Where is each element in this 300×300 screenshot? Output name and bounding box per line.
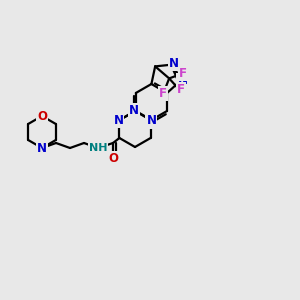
Text: N: N bbox=[177, 74, 188, 88]
Text: N: N bbox=[113, 113, 123, 127]
Text: N: N bbox=[169, 57, 179, 70]
Text: O: O bbox=[37, 110, 47, 122]
Text: N: N bbox=[146, 115, 156, 128]
Text: F: F bbox=[159, 87, 167, 100]
Text: F: F bbox=[177, 83, 185, 96]
Text: N: N bbox=[37, 142, 47, 154]
Text: NH: NH bbox=[89, 143, 107, 153]
Text: N: N bbox=[129, 104, 139, 118]
Text: F: F bbox=[179, 67, 187, 80]
Text: O: O bbox=[108, 152, 118, 166]
